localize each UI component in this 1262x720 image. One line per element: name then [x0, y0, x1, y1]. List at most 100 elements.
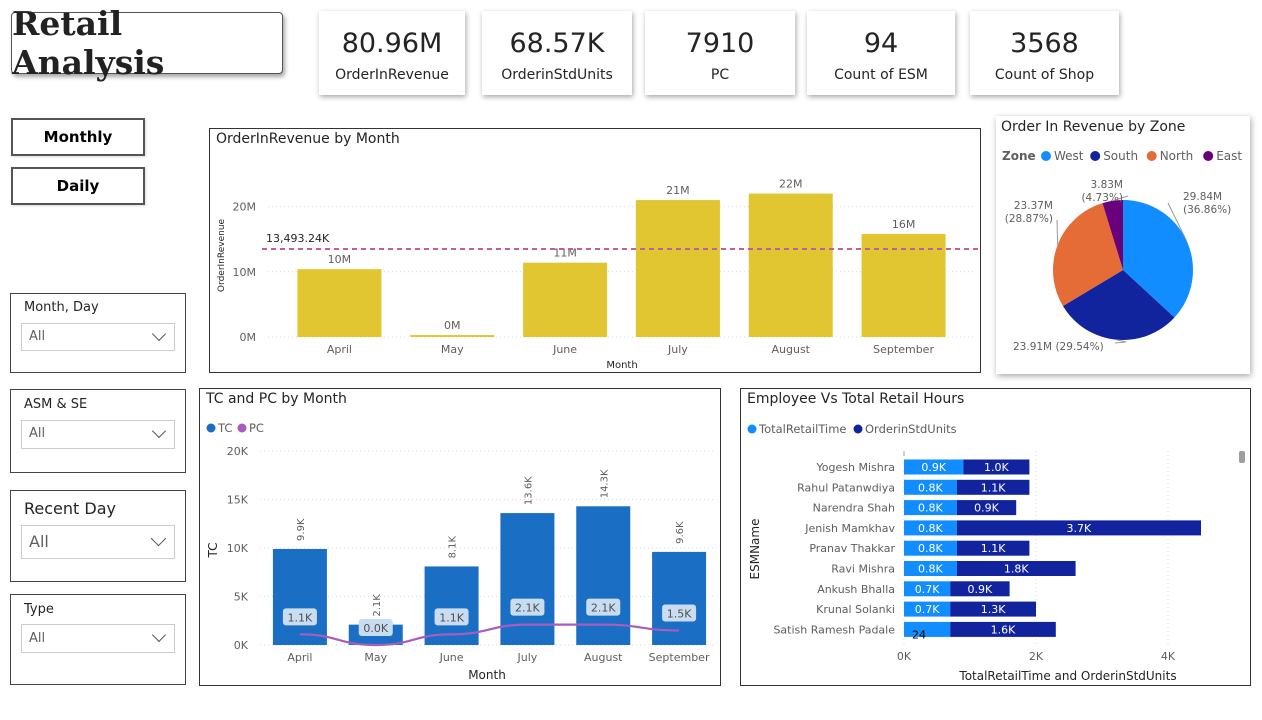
daily-button[interactable]: Daily — [11, 167, 145, 205]
pie-slice[interactable] — [1062, 270, 1175, 340]
data-label: 1.5K — [667, 607, 692, 620]
data-label: 1.1K — [288, 611, 313, 624]
x-tick-label: 0K — [897, 650, 912, 663]
x-tick-label: September — [873, 343, 934, 356]
legend-title: Zone — [1002, 149, 1036, 163]
bar[interactable] — [424, 566, 479, 645]
legend-item: East — [1216, 149, 1242, 163]
kpi-card-count-shop[interactable]: 3568 Count of Shop — [970, 11, 1119, 95]
kpi-value: 68.57K — [509, 28, 605, 59]
kpi-card-pc[interactable]: 7910 PC — [645, 11, 795, 95]
employee-retail-hours-chart[interactable]: Employee Vs Total Retail Hours TotalReta… — [740, 388, 1251, 686]
bar-segment[interactable] — [956, 520, 1201, 536]
dropdown-value: All — [29, 329, 46, 344]
recent-day-dropdown[interactable]: All — [21, 525, 175, 559]
bar[interactable] — [500, 513, 555, 645]
data-label-bg — [510, 598, 545, 616]
bar-segment[interactable] — [956, 561, 1076, 576]
bar[interactable] — [652, 551, 707, 645]
pie-slice[interactable] — [1102, 200, 1123, 270]
bar-segment[interactable] — [956, 540, 1030, 556]
bar-segment[interactable] — [963, 459, 1030, 475]
y-tick-label: 20M — [233, 201, 257, 214]
revenue-by-zone-chart[interactable]: Order In Revenue by Zone Zone West South No… — [996, 116, 1250, 374]
legend-marker — [206, 423, 216, 433]
data-label: 1.1K — [439, 611, 464, 624]
legend-marker — [237, 423, 247, 433]
legend-marker — [1090, 151, 1101, 161]
slice-label: 23.91M (29.54%) — [1013, 341, 1104, 353]
y-axis-label: OrderInRevenue — [217, 218, 227, 292]
x-tick-label: 2K — [1029, 650, 1044, 663]
data-label: 9.9K — [296, 518, 307, 541]
kpi-card-count-esm[interactable]: 94 Count of ESM — [807, 11, 955, 95]
bar-segment[interactable] — [950, 601, 1036, 617]
y-tick-label: Yogesh Mishra — [816, 461, 895, 474]
data-label: 1.0K — [984, 461, 1009, 474]
data-label: 21M — [666, 184, 690, 197]
asm-se-slicer[interactable]: ASM & SE All — [10, 389, 186, 473]
bar[interactable] — [748, 193, 833, 337]
data-label: 13.6K — [523, 476, 534, 505]
data-label: 16M — [892, 218, 916, 231]
slice-label: 3.83M — [1091, 179, 1123, 191]
bar[interactable] — [635, 200, 720, 337]
revenue-by-month-chart[interactable]: OrderInRevenue by Month 0M 10M 20M OrderInR… — [209, 128, 981, 373]
leader-line — [1167, 202, 1188, 243]
page-title-box: Retail Analysis — [11, 4, 283, 82]
bar[interactable] — [523, 262, 608, 337]
legend-marker — [747, 424, 757, 434]
y-tick-label: 0K — [234, 639, 249, 652]
bar-segment[interactable] — [904, 500, 957, 516]
data-label: 0.0K — [363, 622, 388, 635]
bar-segment[interactable] — [904, 520, 957, 536]
kpi-label: OrderinStdUnits — [501, 67, 613, 83]
bar[interactable] — [576, 506, 631, 645]
kpi-card-order-std-units[interactable]: 68.57K OrderinStdUnits — [482, 11, 632, 95]
bar[interactable] — [861, 233, 946, 337]
bar[interactable] — [410, 335, 495, 337]
data-label-bg — [282, 608, 317, 626]
bar-segment[interactable] — [904, 540, 957, 556]
data-label-bg — [662, 604, 697, 622]
data-label: 9.6K — [675, 521, 686, 544]
recent-day-slicer[interactable]: Recent Day All — [10, 490, 186, 582]
bar-segment[interactable] — [904, 581, 951, 597]
type-slicer[interactable]: Type All — [10, 594, 186, 685]
bar-segment[interactable] — [904, 601, 951, 617]
x-axis-label: Month — [606, 360, 637, 371]
bar[interactable] — [272, 548, 327, 645]
month-day-slicer[interactable]: Month, Day All — [10, 293, 186, 373]
slicer-label: Recent Day — [24, 499, 116, 518]
data-label: 0.9K — [974, 502, 999, 515]
data-label: 2.1K — [372, 594, 383, 617]
bar-segment[interactable] — [956, 500, 1017, 516]
zone-pie-plot: Zone West South North East 29.84M(36.86%) 23.9… — [1002, 149, 1242, 353]
tc-pc-plot: TC PC 0K 5K 10K 15K 20K TC 9.9K April 2.1K May 8.1K J… — [206, 421, 715, 682]
x-tick-label: August — [772, 343, 811, 356]
type-dropdown[interactable]: All — [21, 624, 175, 653]
data-label-bg — [434, 608, 469, 626]
pie-slice[interactable] — [1123, 200, 1193, 318]
bar-segment[interactable] — [904, 479, 957, 495]
bar-segment[interactable] — [950, 581, 1010, 597]
month-day-dropdown[interactable]: All — [21, 323, 175, 351]
scrollbar-thumb[interactable] — [1239, 451, 1245, 463]
bar[interactable] — [297, 269, 382, 337]
asm-se-dropdown[interactable]: All — [21, 420, 175, 449]
bar-segment[interactable] — [904, 459, 964, 475]
legend-item: South — [1103, 149, 1138, 163]
x-tick-label: May — [364, 651, 387, 664]
bar-segment[interactable] — [904, 621, 951, 637]
bar-segment[interactable] — [956, 479, 1030, 495]
bar-segment[interactable] — [950, 621, 1056, 637]
x-tick-label: 4K — [1161, 650, 1176, 663]
bar-segment[interactable] — [904, 561, 957, 576]
revenue-bar-plot: 0M 10M 20M OrderInRevenue 10M April 0M May 11M Ju… — [217, 178, 979, 371]
x-axis-label: TotalRetailTime and OrderinStdUnits — [958, 669, 1176, 683]
y-tick-label: Krunal Solanki — [816, 603, 895, 616]
tc-pc-by-month-chart[interactable]: TC and PC by Month TC PC 0K 5K 10K 15K 20K TC 9.… — [199, 388, 721, 686]
monthly-button[interactable]: Monthly — [11, 118, 145, 156]
pie-slice[interactable] — [1053, 203, 1123, 307]
kpi-card-order-revenue[interactable]: 80.96M OrderInRevenue — [319, 11, 465, 95]
